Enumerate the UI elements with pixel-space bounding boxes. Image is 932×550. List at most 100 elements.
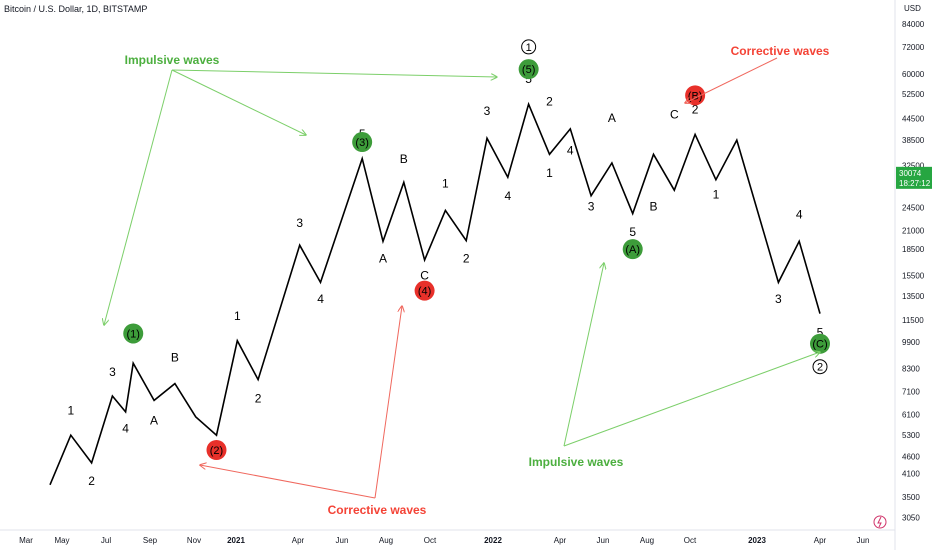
x-tick-label: Jun: [857, 536, 870, 545]
degree-circle-marker: [414, 280, 435, 301]
wave-label: 5: [629, 225, 636, 239]
x-tick-label: Mar: [19, 536, 33, 545]
wave-label: 4: [317, 292, 324, 306]
degree-label: (4): [418, 286, 431, 298]
annotation-arrow: [685, 57, 778, 103]
chart-title: Bitcoin / U.S. Dollar, 1D, BITSTAMP: [4, 4, 148, 14]
y-tick-label: 4600: [902, 452, 920, 461]
wave-label: 3: [588, 199, 595, 213]
wave-label: 4: [504, 189, 511, 203]
y-tick-label: 21000: [902, 226, 925, 235]
annotation-arrow: [563, 263, 604, 447]
wave-label: 5: [817, 325, 824, 339]
y-tick-label: 32500: [902, 161, 925, 170]
wave-label: 3: [109, 365, 116, 379]
y-tick-label: 60000: [902, 70, 925, 79]
y-tick-label: 3500: [902, 493, 920, 502]
x-tick-label: Oct: [684, 536, 697, 545]
degree-circle-marker: [518, 59, 539, 80]
cycle-circle-marker: [521, 39, 537, 55]
y-tick-label: 4100: [902, 469, 920, 478]
wave-label: 1: [713, 188, 720, 202]
degree-label: (5): [522, 64, 535, 76]
x-tick-label: 2022: [484, 536, 502, 545]
y-tick-label: 6100: [902, 410, 920, 419]
x-tick-label: Apr: [814, 536, 827, 545]
cycle-label: 2: [817, 362, 823, 374]
x-tick-label: Nov: [187, 536, 201, 545]
wave-label: 4: [567, 143, 574, 157]
x-tick-label: May: [54, 536, 69, 545]
y-tick-label: 18500: [902, 245, 925, 254]
x-tick-label: Jun: [336, 536, 349, 545]
wave-label: 4: [122, 421, 129, 435]
wave-label: 3: [296, 216, 303, 230]
x-tick-label: 2023: [748, 536, 766, 545]
wave-label: 2: [692, 103, 699, 117]
annotation-arrow: [563, 352, 820, 447]
y-tick-label: 44500: [902, 115, 925, 124]
current-price-time: 18:27:12: [899, 179, 931, 188]
y-tick-label: 84000: [902, 20, 925, 29]
y-tick-label: 38500: [902, 136, 925, 145]
wave-label: 2: [88, 474, 95, 488]
y-tick-label: 15500: [902, 272, 925, 281]
y-tick-label: 7100: [902, 388, 920, 397]
x-tick-label: Aug: [379, 536, 393, 545]
y-tick-label: 5300: [902, 431, 920, 440]
y-tick-label: 11500: [902, 316, 924, 325]
annotation-arrow: [200, 465, 376, 499]
degree-label: (1): [127, 328, 140, 340]
wave-label: 1: [442, 176, 449, 190]
wave-label: 1: [546, 166, 553, 180]
x-tick-label: Apr: [554, 536, 567, 545]
flash-icon-glyph: [877, 516, 882, 528]
annotation-label: Corrective waves: [328, 503, 427, 517]
x-tick-label: Jun: [597, 536, 610, 545]
wave-label: A: [608, 111, 616, 125]
current-price-value: 30074: [899, 169, 922, 178]
y-tick-label: 3050: [902, 513, 920, 522]
annotation-arrow: [104, 69, 173, 325]
wave-label: B: [400, 152, 408, 166]
annotation-arrow: [374, 306, 402, 499]
wave-label: C: [670, 108, 679, 122]
degree-circle-marker: [622, 239, 643, 260]
y-tick-label: 52500: [902, 90, 925, 99]
cycle-label: 1: [526, 42, 532, 54]
annotation-label: Impulsive waves: [125, 53, 220, 67]
x-tick-label: Oct: [424, 536, 437, 545]
y-tick-label: 72000: [902, 43, 925, 52]
wave-label: 4: [796, 208, 803, 222]
wave-label: 2: [463, 252, 470, 266]
x-tick-label: Aug: [640, 536, 654, 545]
wave-label: A: [150, 413, 158, 427]
y-tick-label: 9900: [902, 338, 920, 347]
degree-circle-marker: [206, 439, 227, 460]
wave-label: 3: [775, 292, 782, 306]
wave-label: 2: [255, 392, 262, 406]
degree-label: (A): [625, 244, 640, 256]
x-tick-label: Apr: [292, 536, 305, 545]
flash-icon: [873, 515, 887, 529]
degree-label: (3): [355, 137, 368, 149]
annotation-label: Corrective waves: [731, 44, 830, 58]
degree-circle-marker: [352, 132, 373, 153]
wave-label: B: [650, 199, 658, 213]
degree-label: (C): [812, 339, 827, 351]
degree-circle-marker: [123, 323, 144, 344]
annotation-arrow: [171, 69, 497, 77]
wave-label: C: [420, 268, 429, 282]
wave-label: B: [171, 350, 179, 364]
current-price-tag: [896, 166, 932, 189]
y-tick-label: 24500: [902, 203, 925, 212]
degree-label: (2): [210, 445, 223, 457]
y-axis-unit: USD: [904, 4, 921, 13]
wave-label: 3: [484, 104, 491, 118]
y-tick-label: 13500: [902, 292, 925, 301]
annotation-arrow: [171, 69, 306, 135]
wave-label: 1: [67, 403, 74, 417]
degree-circle-marker: [810, 333, 830, 354]
wave-label: 1: [234, 309, 241, 323]
